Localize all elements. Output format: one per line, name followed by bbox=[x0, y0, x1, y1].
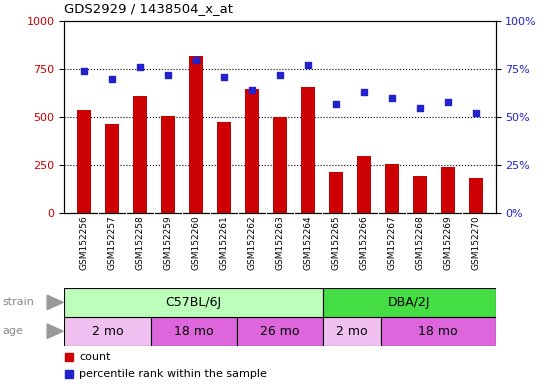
Point bbox=[136, 64, 144, 70]
Point bbox=[192, 56, 200, 63]
Bar bbox=[161, 116, 175, 213]
Text: 18 mo: 18 mo bbox=[418, 325, 458, 338]
Bar bbox=[469, 177, 483, 213]
Bar bbox=[217, 122, 231, 213]
Text: strain: strain bbox=[3, 297, 35, 308]
Bar bbox=[237, 317, 323, 346]
Bar bbox=[323, 288, 496, 317]
Text: 2 mo: 2 mo bbox=[92, 325, 123, 338]
Text: 2 mo: 2 mo bbox=[336, 325, 368, 338]
Text: GSM152262: GSM152262 bbox=[248, 215, 256, 270]
Point bbox=[360, 89, 368, 95]
Point bbox=[444, 99, 452, 105]
Text: GSM152265: GSM152265 bbox=[332, 215, 340, 270]
Bar bbox=[273, 117, 287, 213]
Text: count: count bbox=[80, 352, 111, 362]
Text: GSM152256: GSM152256 bbox=[80, 215, 88, 270]
Text: GSM152269: GSM152269 bbox=[444, 215, 452, 270]
Text: DBA/2J: DBA/2J bbox=[388, 296, 431, 309]
Polygon shape bbox=[47, 324, 63, 338]
Bar bbox=[245, 89, 259, 213]
Text: 26 mo: 26 mo bbox=[260, 325, 300, 338]
Text: GSM152268: GSM152268 bbox=[416, 215, 424, 270]
Bar bbox=[189, 56, 203, 213]
Polygon shape bbox=[47, 295, 63, 310]
Bar bbox=[105, 124, 119, 213]
Text: 18 mo: 18 mo bbox=[174, 325, 213, 338]
Bar bbox=[323, 317, 381, 346]
Bar bbox=[64, 317, 151, 346]
Text: GDS2929 / 1438504_x_at: GDS2929 / 1438504_x_at bbox=[64, 2, 234, 15]
Bar bbox=[357, 156, 371, 213]
Text: GSM152260: GSM152260 bbox=[192, 215, 200, 270]
Bar bbox=[441, 167, 455, 213]
Bar bbox=[133, 96, 147, 213]
Text: GSM152258: GSM152258 bbox=[136, 215, 144, 270]
Point bbox=[472, 110, 480, 116]
Point bbox=[388, 95, 396, 101]
Bar bbox=[301, 88, 315, 213]
Text: GSM152259: GSM152259 bbox=[164, 215, 172, 270]
Bar bbox=[77, 111, 91, 213]
Point bbox=[248, 87, 256, 93]
Point bbox=[332, 101, 340, 107]
Text: GSM152270: GSM152270 bbox=[472, 215, 480, 270]
Bar bbox=[413, 176, 427, 213]
Point bbox=[220, 74, 228, 80]
Point bbox=[108, 76, 116, 82]
Text: GSM152266: GSM152266 bbox=[360, 215, 368, 270]
Text: GSM152264: GSM152264 bbox=[304, 215, 312, 270]
Text: GSM152263: GSM152263 bbox=[276, 215, 284, 270]
Point bbox=[304, 62, 312, 68]
Point bbox=[276, 72, 284, 78]
Bar bbox=[381, 317, 496, 346]
Bar bbox=[329, 172, 343, 213]
Point bbox=[164, 72, 172, 78]
Text: age: age bbox=[3, 326, 24, 336]
Text: percentile rank within the sample: percentile rank within the sample bbox=[80, 369, 267, 379]
Text: GSM152261: GSM152261 bbox=[220, 215, 228, 270]
Text: GSM152267: GSM152267 bbox=[388, 215, 396, 270]
Text: C57BL/6J: C57BL/6J bbox=[166, 296, 222, 309]
Point bbox=[80, 68, 88, 74]
Point bbox=[416, 104, 424, 111]
Bar bbox=[385, 164, 399, 213]
Bar bbox=[64, 288, 323, 317]
Text: GSM152257: GSM152257 bbox=[108, 215, 116, 270]
Bar bbox=[151, 317, 237, 346]
